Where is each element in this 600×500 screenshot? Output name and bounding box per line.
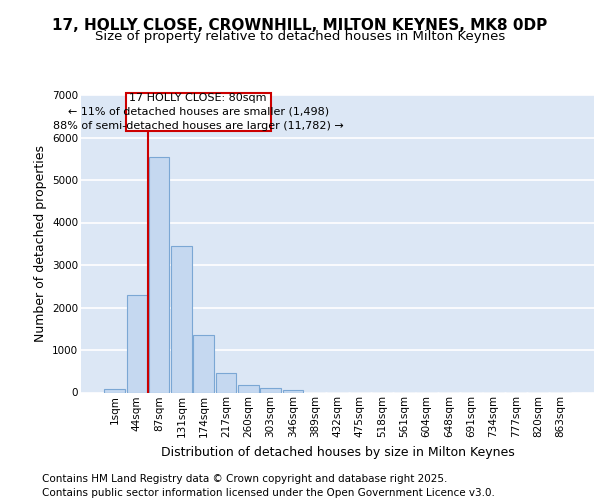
Text: Contains HM Land Registry data © Crown copyright and database right 2025.
Contai: Contains HM Land Registry data © Crown c… bbox=[42, 474, 495, 498]
Bar bbox=[193, 335, 214, 392]
Y-axis label: Number of detached properties: Number of detached properties bbox=[34, 145, 47, 342]
FancyBboxPatch shape bbox=[126, 93, 271, 131]
Text: 17, HOLLY CLOSE, CROWNHILL, MILTON KEYNES, MK8 0DP: 17, HOLLY CLOSE, CROWNHILL, MILTON KEYNE… bbox=[52, 18, 548, 32]
Bar bbox=[171, 246, 192, 392]
Text: Size of property relative to detached houses in Milton Keynes: Size of property relative to detached ho… bbox=[95, 30, 505, 43]
Text: 17 HOLLY CLOSE: 80sqm
← 11% of detached houses are smaller (1,498)
88% of semi-d: 17 HOLLY CLOSE: 80sqm ← 11% of detached … bbox=[53, 93, 344, 131]
Bar bbox=[238, 385, 259, 392]
Bar bbox=[260, 388, 281, 392]
Bar bbox=[216, 374, 236, 392]
Bar bbox=[283, 390, 303, 392]
Bar bbox=[104, 390, 125, 392]
Bar bbox=[127, 294, 147, 392]
X-axis label: Distribution of detached houses by size in Milton Keynes: Distribution of detached houses by size … bbox=[161, 446, 514, 458]
Bar bbox=[149, 156, 169, 392]
